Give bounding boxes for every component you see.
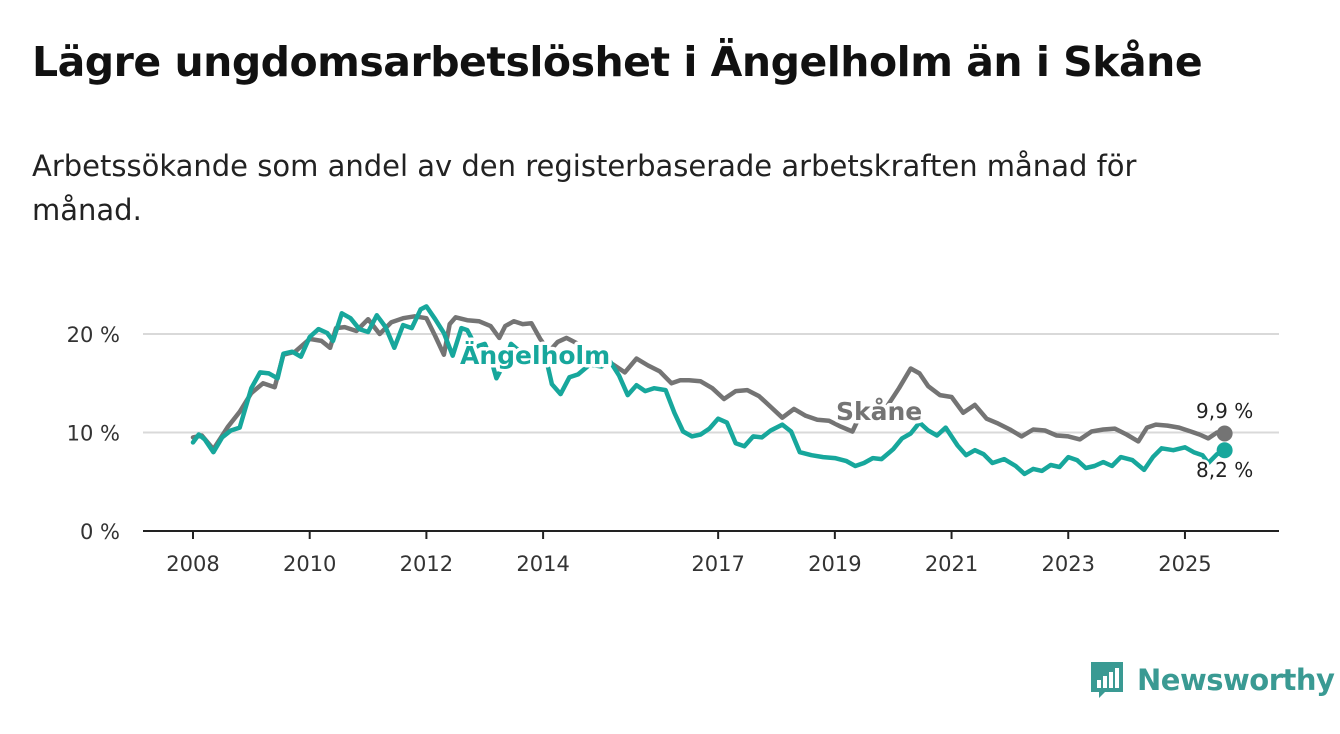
newsworthy-logo[interactable]: Newsworthy: [1089, 660, 1335, 700]
gridlines: [143, 333, 1279, 434]
series-label-skane: Skåne: [836, 397, 922, 426]
y-tick-label: 20 %: [67, 323, 120, 347]
series-end-point: [1216, 425, 1233, 442]
newsworthy-logo-icon: [1091, 662, 1123, 698]
x-axis: 2008 2010 2012 2014 2017 2019 2021 2023 2025: [143, 530, 1279, 576]
series-end-point: [1216, 442, 1233, 459]
x-tick-label: 2010: [283, 552, 336, 576]
chart-title: Lägre ungdomsarbetslöshet i Ängelholm än…: [32, 38, 1203, 86]
end-value-skane: 9,9 %: [1196, 399, 1253, 423]
y-tick-label: 10 %: [67, 422, 120, 446]
x-tick-label: 2021: [925, 552, 978, 576]
x-tick-label: 2017: [691, 552, 744, 576]
y-tick-label: 0 %: [80, 520, 120, 544]
series-lines: [190, 304, 1233, 477]
series-line-angelholm: [190, 304, 1227, 477]
x-tick-label: 2025: [1158, 552, 1211, 576]
series-label-angelholm: Ängelholm: [460, 340, 610, 370]
x-tick-label: 2012: [400, 552, 453, 576]
x-tick-label: 2014: [516, 552, 569, 576]
end-value-angelholm: 8,2 %: [1196, 458, 1253, 482]
series-line-skane: [190, 314, 1227, 452]
x-tick-label: 2023: [1042, 552, 1095, 576]
x-tick-label: 2008: [166, 552, 219, 576]
x-tick-label: 2019: [808, 552, 861, 576]
series-labels: Skåne Ängelholm 9,9 % 8,2 %: [457, 337, 1256, 485]
chart-subtitle: Arbetssökande som andel av den registerb…: [32, 149, 1137, 227]
y-axis: 0 % 10 % 20 %: [67, 323, 120, 544]
brand-name: Newsworthy: [1137, 663, 1335, 697]
